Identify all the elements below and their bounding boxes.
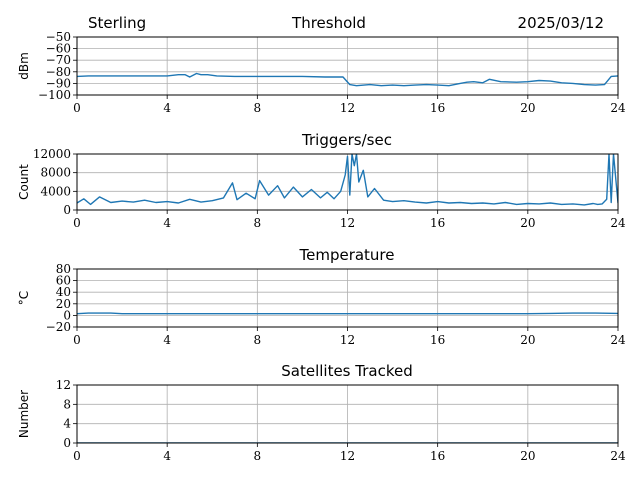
threshold-ytick-label: −100 — [38, 88, 71, 102]
threshold-xtick-label: 0 — [73, 101, 81, 115]
triggers-xtick-label: 20 — [520, 216, 535, 230]
triggers-title: Triggers/sec — [301, 131, 392, 149]
temperature-ylabel: °C — [17, 291, 31, 305]
triggers-xtick-label: 12 — [340, 216, 355, 230]
threshold-xtick-label: 24 — [610, 101, 626, 115]
satellites-ytick-label: 0 — [63, 436, 71, 450]
triggers-ytick-label: 0 — [63, 203, 71, 217]
triggers-ylabel: Count — [17, 164, 31, 200]
satellites-ylabel: Number — [17, 390, 31, 438]
satellites-panel: 0 4 8 12 16 20 24 12 8 4 0 Number Satellites Tracked — [17, 362, 626, 463]
temperature-xtick-label: 20 — [520, 333, 535, 347]
triggers-xtick-label: 0 — [73, 216, 81, 230]
temperature-xtick-label: 4 — [163, 333, 171, 347]
threshold-ytick-label: −90 — [46, 76, 71, 90]
satellites-xtick-label: 12 — [340, 449, 355, 463]
temperature-ytick-label: −20 — [46, 320, 71, 334]
temperature-xtick-label: 16 — [430, 333, 445, 347]
triggers-xtick-label: 24 — [610, 216, 626, 230]
site-label: Sterling — [88, 14, 146, 32]
threshold-series-line — [77, 72, 618, 87]
satellites-ytick-label: 8 — [63, 397, 71, 411]
temperature-ytick-label: 40 — [56, 285, 71, 299]
threshold-panel: 0 4 8 12 16 20 24 −50−60−70−80−90−100 dBm — [17, 30, 626, 115]
temperature-series-line — [77, 312, 618, 315]
triggers-xtick-label: 8 — [254, 216, 262, 230]
threshold-ylabel: dBm — [17, 52, 31, 80]
threshold-xtick-label: 20 — [520, 101, 535, 115]
temperature-ytick-label: 60 — [56, 274, 71, 288]
temperature-ytick-label: 20 — [56, 297, 71, 311]
threshold-ytick-label: −80 — [46, 65, 71, 79]
triggers-xtick-label: 16 — [430, 216, 445, 230]
satellites-xtick-label: 20 — [520, 449, 535, 463]
chart-panels: 0 4 8 12 16 20 24 −50−60−70−80−90−100 dBm 0 4 8 12 16… — [17, 30, 626, 463]
satellites-xtick-label: 24 — [610, 449, 626, 463]
satellites-ytick-label: 4 — [63, 417, 71, 431]
temperature-ytick-label: 80 — [56, 262, 71, 276]
temperature-xtick-label: 8 — [254, 333, 262, 347]
satellites-xtick-label: 4 — [163, 449, 171, 463]
satellites-title: Satellites Tracked — [281, 362, 412, 380]
triggers-series-line — [77, 154, 618, 206]
temperature-xtick-label: 24 — [610, 333, 626, 347]
satellites-xtick-label: 8 — [254, 449, 262, 463]
satellites-xtick-label: 16 — [430, 449, 445, 463]
temperature-title: Temperature — [298, 246, 394, 264]
satellites-ytick-label: 12 — [56, 378, 71, 392]
threshold-ytick-label: −60 — [46, 42, 71, 56]
triggers-ytick-label: 4000 — [40, 184, 71, 198]
threshold-ytick-label: −50 — [46, 30, 71, 44]
triggers-ytick-label: 8000 — [40, 166, 71, 180]
threshold-xtick-label: 16 — [430, 101, 445, 115]
triggers-panel: 0 4 8 12 16 20 24 12000 8000 4000 0 Count Triggers/s… — [17, 131, 626, 230]
triggers-xtick-label: 4 — [163, 216, 171, 230]
triggers-ytick-label: 12000 — [33, 147, 71, 161]
temperature-xtick-label: 0 — [73, 333, 81, 347]
threshold-xtick-label: 12 — [340, 101, 355, 115]
temperature-ytick-label: 0 — [63, 308, 71, 322]
threshold-ytick-label: −70 — [46, 53, 71, 67]
date-label: 2025/03/12 — [518, 14, 604, 32]
temperature-xtick-label: 12 — [340, 333, 355, 347]
threshold-title: Threshold — [291, 14, 366, 32]
satellites-xtick-label: 0 — [73, 449, 81, 463]
threshold-xtick-label: 8 — [254, 101, 262, 115]
threshold-xtick-label: 4 — [163, 101, 171, 115]
